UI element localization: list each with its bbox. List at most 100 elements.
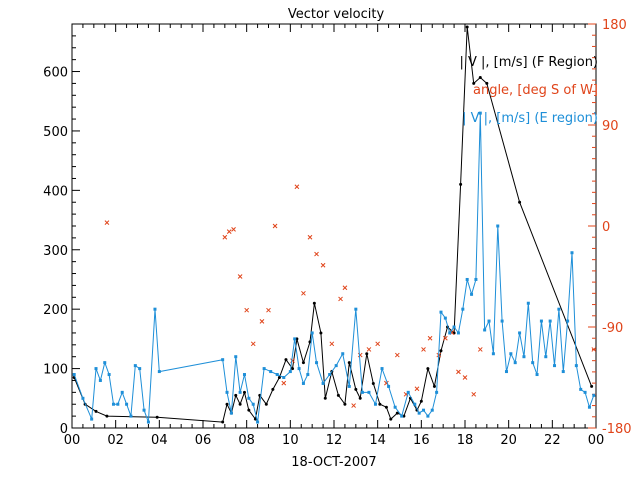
- data-point: [380, 367, 384, 371]
- data-point: [477, 347, 483, 352]
- data-point-stroke: [222, 234, 228, 240]
- x-tick-label: 18: [457, 433, 474, 448]
- data-point: [321, 381, 325, 385]
- data-point: [250, 341, 256, 347]
- data-point: [225, 402, 229, 406]
- data-point: [315, 361, 319, 365]
- data-point-stroke: [442, 335, 448, 341]
- data-point: [105, 414, 109, 418]
- data-point-stroke: [394, 352, 400, 358]
- data-point: [153, 307, 157, 311]
- data-point: [435, 390, 439, 394]
- data-point: [307, 234, 313, 240]
- data-point: [314, 251, 319, 257]
- data-point: [103, 361, 107, 365]
- data-point: [400, 414, 404, 418]
- data-point-stroke: [104, 220, 110, 225]
- data-point: [288, 370, 292, 374]
- data-point: [310, 331, 314, 335]
- data-point: [491, 352, 495, 356]
- data-point: [459, 182, 463, 186]
- data-point: [518, 200, 522, 204]
- x-tick-label: 08: [238, 433, 255, 448]
- data-point: [347, 361, 351, 365]
- data-point-stroke: [320, 262, 326, 268]
- data-point: [264, 402, 268, 406]
- y-left-tick-label: 0: [60, 422, 68, 437]
- legend-entry: | V |, [m/s] (F Region): [459, 55, 598, 70]
- x-tick-label: 04: [151, 433, 168, 448]
- data-point: [544, 355, 548, 359]
- data-point-stroke: [414, 386, 420, 392]
- data-point: [496, 224, 500, 228]
- data-point: [329, 341, 335, 347]
- data-point-stroke: [244, 307, 250, 313]
- data-point: [365, 352, 369, 356]
- data-point: [301, 361, 305, 365]
- data-point: [328, 373, 332, 377]
- data-point-stroke: [342, 285, 348, 291]
- data-point: [421, 347, 426, 352]
- data-point: [312, 301, 316, 305]
- data-point: [367, 390, 371, 394]
- data-point: [535, 373, 539, 377]
- series-layer: [72, 25, 597, 424]
- x-tick-label: 06: [195, 433, 212, 448]
- data-point: [293, 337, 297, 341]
- chart-title: Vector velocity: [288, 7, 385, 22]
- data-point: [419, 399, 423, 403]
- x-tick-label: 20: [500, 433, 517, 448]
- data-point-stroke: [375, 341, 381, 347]
- data-point: [432, 384, 436, 388]
- y-left-tick-label: 100: [43, 363, 68, 378]
- data-point: [465, 277, 469, 281]
- data-point-stroke: [591, 347, 597, 352]
- data-point: [583, 390, 587, 394]
- data-point-stroke: [477, 347, 483, 352]
- data-point: [358, 396, 362, 400]
- data-point: [587, 405, 591, 409]
- data-point: [301, 290, 306, 296]
- data-point: [222, 234, 228, 240]
- data-point: [439, 349, 443, 353]
- data-point: [251, 402, 255, 406]
- data-point: [393, 405, 397, 409]
- data-point: [483, 328, 487, 332]
- data-point-stroke: [231, 227, 236, 232]
- data-point: [509, 352, 513, 356]
- data-point: [262, 367, 266, 371]
- data-point: [336, 393, 340, 397]
- y-right-tick-label: 90: [602, 119, 619, 134]
- legend-entry: angle, [deg S of W]: [473, 83, 598, 98]
- data-point: [500, 319, 504, 323]
- data-point: [221, 420, 225, 424]
- data-point: [238, 390, 242, 394]
- data-point: [281, 380, 287, 386]
- data-point: [138, 367, 142, 371]
- data-point: [221, 358, 225, 362]
- data-point: [319, 331, 323, 335]
- x-axis: 00 02 04 06 08 10 12 14 16 18 20 22 00: [64, 24, 604, 448]
- data-point-stroke: [266, 307, 271, 313]
- series-2: [72, 111, 596, 424]
- data-point: [94, 367, 98, 371]
- data-point: [442, 335, 448, 341]
- data-point: [275, 373, 279, 377]
- data-point-stroke: [281, 380, 287, 386]
- data-point: [422, 408, 426, 412]
- data-point: [256, 420, 260, 424]
- data-point: [269, 370, 273, 374]
- x-tick-label: 14: [369, 433, 386, 448]
- data-point: [253, 417, 257, 421]
- data-point: [413, 402, 417, 406]
- data-point-stroke: [462, 375, 468, 380]
- x-axis-label: 18-OCT-2007: [291, 455, 376, 470]
- data-point: [539, 319, 543, 323]
- data-point: [427, 335, 433, 341]
- data-point: [591, 347, 597, 352]
- data-point: [487, 319, 491, 323]
- data-point: [465, 25, 469, 29]
- data-point: [378, 402, 382, 406]
- data-point: [104, 220, 110, 225]
- data-point: [341, 352, 345, 356]
